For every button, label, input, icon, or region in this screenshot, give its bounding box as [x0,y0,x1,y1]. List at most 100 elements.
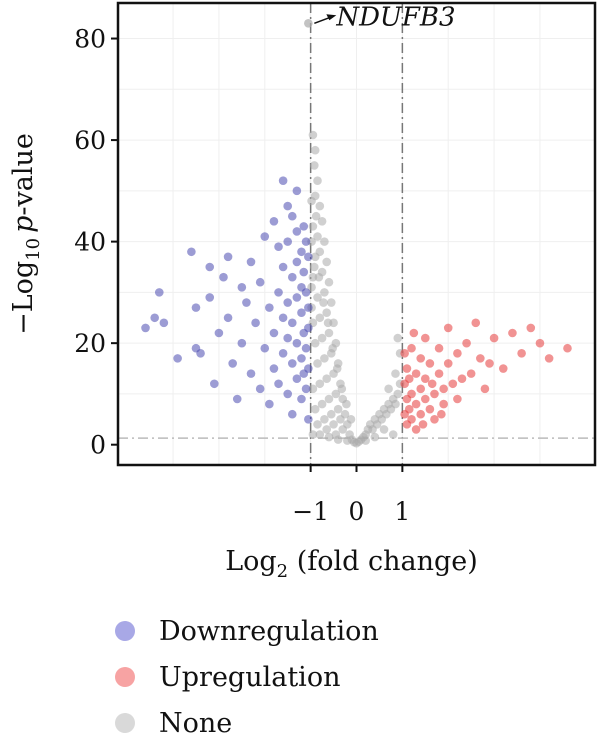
point-downregulation-54 [292,338,302,348]
point-upregulation-49 [437,409,446,419]
point-none-98 [332,364,342,373]
point-none-15 [308,272,318,282]
point-none-25 [317,333,327,343]
point-upregulation-28 [443,359,453,368]
point-downregulation-24 [255,277,265,287]
point-none-88 [333,435,343,444]
x-axis-title-log: Log [225,546,276,577]
annotation-arrow-line [314,16,331,25]
point-upregulation-23 [430,415,439,424]
x-tick-label--1: −1 [292,497,329,526]
point-none-18 [313,293,322,302]
point-upregulation-12 [411,369,421,378]
point-upregulation-13 [411,425,421,434]
point-upregulation-33 [462,338,471,348]
point-downregulation-22 [246,257,256,267]
point-upregulation-35 [471,318,481,328]
point-upregulation-40 [508,328,517,338]
point-none-77 [393,389,403,399]
x-axis-title-rest: (fold change) [288,546,478,577]
point-upregulation-48 [427,379,437,389]
point-none-80 [393,333,403,343]
point-upregulation-24 [434,369,444,378]
grid-lines [118,3,595,465]
x-axis-title: Log2 (fold change) [225,546,478,582]
point-none-29 [320,354,329,363]
point-upregulation-8 [407,415,416,424]
point-downregulation-11 [210,379,219,389]
point-upregulation-7 [404,374,414,383]
point-none-45 [313,420,322,429]
point-none-13 [322,257,331,267]
point-upregulation-27 [439,399,448,409]
point-downregulation-18 [237,283,247,292]
point-downregulation-34 [274,288,283,297]
point-downregulation-53 [292,293,302,302]
point-downregulation-40 [283,201,293,211]
point-none-39 [317,399,327,409]
point-downregulation-33 [274,242,283,251]
annotation-label: NDUFB3 [335,2,455,32]
point-upregulation-38 [489,333,499,343]
point-none-12 [310,252,320,262]
point-none-0 [308,130,318,140]
point-none-55 [324,432,334,442]
point-upregulation-42 [526,323,536,333]
point-none-44 [320,415,329,424]
point-downregulation-17 [232,394,242,404]
point-upregulation-34 [466,369,476,378]
point-downregulation-20 [242,298,251,307]
x-axis-title-sub: 2 [277,561,288,582]
point-none-33 [322,374,331,383]
y-tick-label-80: 80 [74,25,106,54]
point-upregulation-19 [420,333,430,343]
point-none-82 [384,384,393,394]
annotation-arrow-head [326,14,337,21]
point-downregulation-43 [283,333,293,343]
x-tick-label-1: 1 [394,497,410,526]
x-tick-label-0: 0 [349,497,365,526]
point-upregulation-11 [411,399,421,409]
y-tick-label-20: 20 [74,329,106,358]
point-downregulation-71 [304,323,313,333]
point-downregulation-9 [205,262,215,272]
point-downregulation-16 [228,359,237,368]
point-none-42 [333,404,343,414]
point-none-1 [310,145,320,155]
point-none-21 [315,313,325,323]
point-downregulation-66 [301,288,311,297]
point-downregulation-41 [283,237,293,246]
point-downregulation-32 [269,364,279,373]
point-none-48 [329,420,338,429]
legend-label-none: None [159,707,233,739]
point-downregulation-56 [297,247,306,257]
point-upregulation-2 [400,349,409,358]
point-upregulation-29 [443,323,453,333]
point-downregulation-2 [154,288,164,297]
point-downregulation-26 [260,232,270,241]
point-upregulation-15 [416,409,426,419]
point-none-19 [326,298,336,307]
point-downregulation-48 [287,359,297,368]
point-none-85 [370,432,380,442]
point-none-87 [343,436,352,445]
point-none-10 [320,237,329,246]
point-none-24 [324,328,334,338]
point-downregulation-6 [191,303,201,312]
legend-item-downregulation: Downregulation [115,608,379,654]
point-upregulation-39 [498,364,508,373]
point-upregulation-36 [476,354,485,363]
point-downregulation-36 [278,176,288,185]
point-upregulation-50 [457,374,467,383]
point-none-50 [315,430,325,439]
point-upregulation-17 [420,394,430,404]
data-points [141,19,572,448]
point-none-86 [361,436,370,445]
point-none-96 [323,318,333,328]
legend-item-none: None [115,700,379,746]
point-downregulation-51 [292,227,302,236]
point-upregulation-30 [448,379,458,389]
point-downregulation-42 [283,298,293,307]
